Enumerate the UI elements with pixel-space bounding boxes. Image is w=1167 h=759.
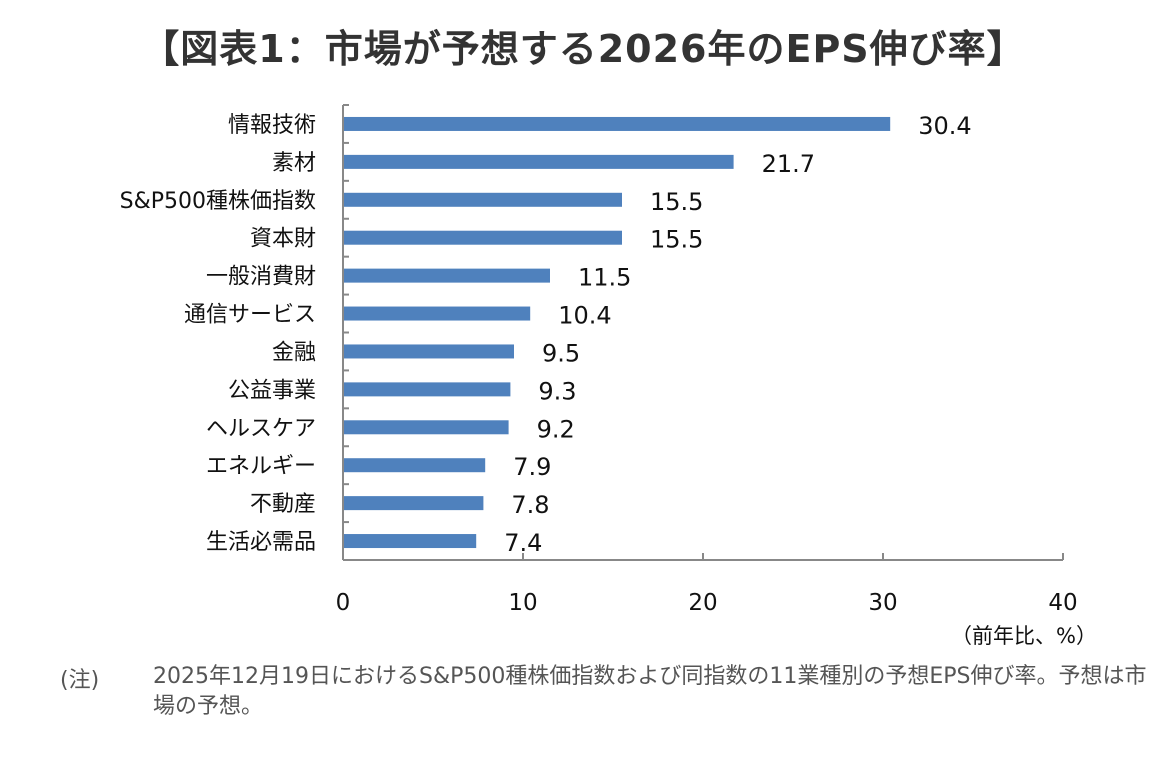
category-label: ヘルスケア <box>206 416 316 441</box>
bar <box>344 268 550 283</box>
data-label: 15.5 <box>650 226 703 254</box>
category-label: 公益事業 <box>228 378 316 403</box>
bar <box>344 382 511 397</box>
footnote: (注) 2025年12月19日におけるS&P500種株価指数および同指数の11業… <box>60 662 1163 722</box>
x-tick-label: 40 <box>1048 590 1077 616</box>
x-tick-label: 30 <box>868 590 897 616</box>
category-label: 通信サービス <box>184 303 316 328</box>
bar <box>344 230 622 245</box>
category-label: 情報技術 <box>228 113 316 138</box>
category-label: 一般消費財 <box>206 265 316 290</box>
data-label: 9.3 <box>538 377 576 405</box>
bar <box>344 458 486 473</box>
category-label: 不動産 <box>250 492 316 517</box>
bar <box>344 496 484 511</box>
bar <box>344 154 734 169</box>
bar <box>344 306 531 321</box>
data-label: 9.5 <box>542 339 580 367</box>
data-label: 21.7 <box>762 150 815 178</box>
bar <box>344 420 509 435</box>
data-label: 9.2 <box>537 415 575 443</box>
bar <box>344 534 477 549</box>
data-label: 30.4 <box>918 112 971 140</box>
category-label: 金融 <box>272 340 316 365</box>
bar <box>344 116 891 131</box>
category-label: 素材 <box>272 151 316 176</box>
data-label: 7.8 <box>511 491 549 519</box>
data-label: 11.5 <box>578 264 631 292</box>
footnote-label: (注) <box>60 668 100 693</box>
category-label: 生活必需品 <box>206 530 316 555</box>
data-label: 15.5 <box>650 188 703 216</box>
x-tick-label: 10 <box>508 590 537 616</box>
data-label: 7.9 <box>513 453 551 481</box>
category-label: 資本財 <box>250 227 316 252</box>
data-label: 7.4 <box>504 529 542 557</box>
x-axis-label: （前年比、%） <box>951 624 1097 648</box>
category-label: エネルギー <box>206 454 316 479</box>
bar <box>344 344 514 359</box>
chart-title: 【図表1：市場が予想する2026年のEPS伸び率】 <box>141 27 1026 71</box>
x-tick-label: 20 <box>688 590 717 616</box>
bar <box>344 192 622 207</box>
bar-chart: 0 10 20 30 40 （前年比、%） 情報技術 30.4 素材 21.7 S&P500種株価指… <box>120 104 1097 648</box>
x-tick-label: 0 <box>336 590 351 616</box>
category-label: S&P500種株価指数 <box>120 189 316 214</box>
footnote-text: 2025年12月19日におけるS&P500種株価指数および同指数の11業種別の予… <box>153 664 1147 719</box>
data-label: 10.4 <box>558 302 611 330</box>
